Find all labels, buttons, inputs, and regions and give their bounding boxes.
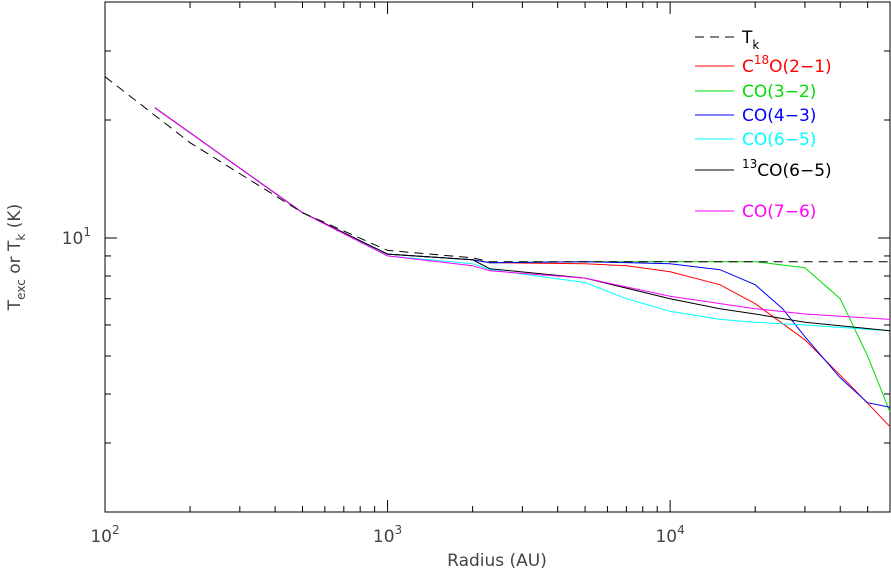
legend-label-post: CO(6−5) bbox=[757, 161, 831, 181]
x-tick-label: 104 bbox=[655, 523, 684, 547]
legend-label-pre: CO(6−5) bbox=[742, 130, 816, 150]
series-line-tk bbox=[104, 76, 890, 263]
legend-label-co-3-2-: CO(3−2) bbox=[742, 82, 816, 102]
series-line-co-7-6- bbox=[154, 107, 891, 320]
legend-label-pre: CO(3−2) bbox=[742, 82, 816, 102]
x-tick-label: 102 bbox=[90, 523, 119, 547]
y-axis-title-tail: (K) bbox=[5, 204, 25, 234]
legend-label-tk: Tk bbox=[741, 28, 759, 52]
legend-label-co-7-6-: CO(7−6) bbox=[742, 202, 816, 222]
y-axis-title-sub2: k bbox=[14, 234, 28, 241]
legend-label-pre: C bbox=[742, 57, 754, 77]
legend-label-co-6-5-: CO(6−5) bbox=[742, 130, 816, 150]
y-tick-label-exp: 1 bbox=[83, 225, 91, 239]
legend-label-pre: CO(4−3) bbox=[742, 106, 816, 126]
legend-label-pre: CO(7−6) bbox=[742, 202, 816, 222]
legend-label-co-4-3-: CO(4−3) bbox=[742, 106, 816, 126]
x-tick-label: 103 bbox=[373, 523, 402, 547]
x-tick-label-base: 10 bbox=[655, 527, 677, 547]
x-tick-label-base: 10 bbox=[373, 527, 395, 547]
series-line-co-4-3- bbox=[154, 107, 891, 408]
x-tick-label-exp: 3 bbox=[395, 523, 403, 537]
legend-label-post: O(2−1) bbox=[769, 57, 832, 77]
y-axis-title-t1: T bbox=[5, 299, 25, 311]
y-tick-label-base: 10 bbox=[62, 229, 84, 249]
axis-ticks bbox=[104, 1, 891, 513]
x-tick-label-exp: 4 bbox=[677, 523, 685, 537]
legend-label-13co-6-5-: 13CO(6−5) bbox=[742, 157, 832, 181]
legend: TkC18O(2−1)CO(3−2)CO(4−3)CO(6−5)13CO(6−5… bbox=[695, 28, 832, 222]
legend-label-sub: k bbox=[752, 38, 759, 52]
series-line-co-3-2- bbox=[154, 107, 891, 413]
legend-label-base: T bbox=[741, 28, 753, 48]
y-axis-title-t2: T bbox=[5, 240, 25, 252]
x-tick-label-exp: 2 bbox=[112, 523, 120, 537]
x-tick-label-base: 10 bbox=[90, 527, 112, 547]
plot-frame bbox=[104, 1, 891, 513]
x-axis-title: Radius (AU) bbox=[447, 551, 547, 571]
series-line-c18o-2-1- bbox=[154, 107, 891, 428]
y-axis-title: Texc or Tk (K) bbox=[5, 204, 28, 311]
y-axis-title-mid: or bbox=[5, 251, 25, 279]
y-tick-label: 101 bbox=[62, 225, 91, 249]
legend-label-c18o-2-1-: C18O(2−1) bbox=[742, 53, 832, 77]
legend-label-sup: 13 bbox=[742, 157, 757, 171]
y-axis-title-sub1: exc bbox=[14, 279, 28, 300]
legend-label-sup: 18 bbox=[754, 53, 769, 67]
series-layer bbox=[104, 76, 891, 428]
